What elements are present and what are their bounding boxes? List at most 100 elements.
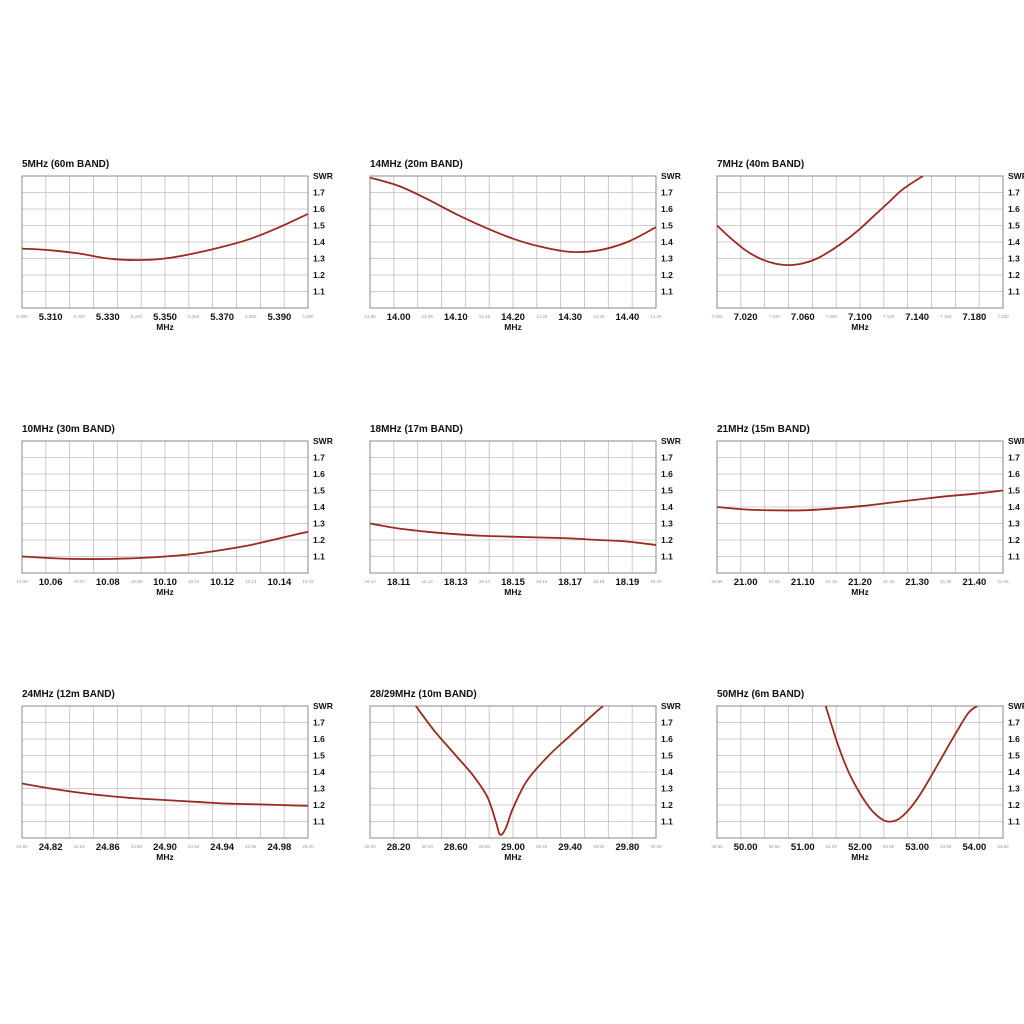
x-tick-label: 28.20	[387, 842, 411, 853]
x-minor-tick-label: 50.50	[769, 844, 781, 849]
y-tick-label: 1.3	[1008, 519, 1020, 529]
chart-panel: 10MHz (30m BAND) SWR 1.7 1.6 1.5 1.4 1.3 1.2 1.1…	[16, 424, 332, 597]
x-tick-label: 14.30	[558, 312, 582, 323]
chart-title: 50MHz (6m BAND)	[717, 689, 804, 700]
grid-lines	[22, 441, 308, 573]
plot-frame	[716, 705, 1004, 839]
x-tick-label: 18.17	[558, 577, 582, 588]
chart-panel: 14MHz (20m BAND) SWR 1.7 1.6 1.5 1.4 1.3 1.2 1.1…	[364, 159, 680, 332]
x-tick-label: 21.00	[734, 577, 758, 588]
x-minor-tick-label: 10.07	[74, 579, 86, 584]
y-tick-label: 1.2	[661, 800, 673, 810]
chart-panel: 21MHz (15m BAND) SWR 1.7 1.6 1.5 1.4 1.3 1.2 1.1…	[711, 424, 1024, 597]
y-tick-label: 1.4	[313, 237, 325, 247]
x-minor-tick-label: 5.320	[74, 314, 86, 319]
x-minor-tick-label: 24.92	[188, 844, 200, 849]
x-minor-tick-label: 10.05	[16, 579, 28, 584]
y-axis-label: SWR	[1008, 171, 1024, 181]
y-tick-label: 1.6	[661, 204, 673, 214]
x-tick-label: 54.00	[963, 842, 987, 853]
y-tick-label: 1.6	[1008, 204, 1020, 214]
x-tick-label: 24.90	[153, 842, 177, 853]
x-tick-label: 24.98	[268, 842, 292, 853]
y-axis-label: SWR	[661, 701, 681, 711]
plot-frame	[716, 175, 1004, 309]
x-minor-tick-label: 21.05	[769, 579, 781, 584]
x-minor-tick-label: 54.50	[997, 844, 1009, 849]
x-tick-label: 18.13	[444, 577, 468, 588]
x-tick-label: 29.00	[501, 842, 525, 853]
swr-curve	[22, 782, 308, 807]
y-tick-label: 1.6	[313, 469, 325, 479]
grid-lines	[370, 441, 656, 573]
x-axis-label: MHz	[851, 587, 868, 597]
y-tick-label: 1.2	[313, 535, 325, 545]
chart-panel: 24MHz (12m BAND) SWR 1.7 1.6 1.5 1.4 1.3 1.2 1.1…	[16, 689, 332, 862]
x-minor-tick-label: 53.50	[940, 844, 952, 849]
x-minor-tick-label: 7.040	[769, 314, 781, 319]
x-minor-tick-label: 20.95	[711, 579, 723, 584]
y-tick-label: 1.4	[661, 237, 673, 247]
x-tick-label: 21.40	[963, 577, 987, 588]
chart-title: 18MHz (17m BAND)	[370, 424, 463, 435]
x-axis-label: MHz	[851, 322, 868, 332]
x-minor-tick-label: 14.35	[593, 314, 605, 319]
x-minor-tick-label: 30.00	[650, 844, 662, 849]
x-axis-label: MHz	[504, 852, 521, 862]
y-tick-label: 1.5	[313, 221, 325, 231]
x-minor-tick-label: 5.380	[245, 314, 257, 319]
y-tick-label: 1.2	[661, 270, 673, 280]
x-minor-tick-label: 13.95	[364, 314, 376, 319]
y-tick-label: 1.1	[1008, 552, 1020, 562]
x-minor-tick-label: 28.40	[422, 844, 434, 849]
x-minor-tick-label: 10.13	[245, 579, 257, 584]
x-minor-tick-label: 24.88	[131, 844, 143, 849]
plot-frame	[21, 440, 309, 574]
x-minor-tick-label: 5.360	[188, 314, 200, 319]
y-tick-label: 1.6	[661, 734, 673, 744]
swr-curve	[22, 213, 308, 262]
x-minor-tick-label: 7.160	[940, 314, 952, 319]
x-tick-label: 10.06	[39, 577, 63, 588]
x-tick-label: 29.80	[616, 842, 640, 853]
plot-frame	[369, 440, 657, 574]
x-tick-label: 5.310	[39, 312, 63, 323]
y-tick-label: 1.5	[1008, 486, 1020, 496]
x-tick-label: 14.10	[444, 312, 468, 323]
y-tick-label: 1.5	[661, 221, 673, 231]
y-tick-label: 1.2	[661, 535, 673, 545]
x-minor-tick-label: 18.16	[536, 579, 548, 584]
y-tick-label: 1.2	[1008, 270, 1020, 280]
x-tick-label: 5.350	[153, 312, 177, 323]
x-tick-label: 10.14	[268, 577, 292, 588]
x-tick-label: 10.08	[96, 577, 120, 588]
y-tick-label: 1.1	[313, 287, 325, 297]
chart-title: 14MHz (20m BAND)	[370, 159, 463, 170]
y-axis-label: SWR	[313, 701, 333, 711]
x-tick-label: 50.00	[734, 842, 758, 853]
y-tick-label: 1.4	[313, 502, 325, 512]
chart-title: 7MHz (40m BAND)	[717, 159, 804, 170]
x-minor-tick-label: 52.50	[883, 844, 895, 849]
plot-frame	[369, 705, 657, 839]
x-tick-label: 5.330	[96, 312, 120, 323]
y-tick-label: 1.7	[661, 453, 673, 463]
y-tick-label: 1.3	[661, 254, 673, 264]
chart-title: 10MHz (30m BAND)	[22, 424, 115, 435]
x-minor-tick-label: 10.11	[188, 579, 199, 584]
x-minor-tick-label: 14.05	[422, 314, 434, 319]
x-tick-label: 28.60	[444, 842, 468, 853]
y-tick-label: 1.6	[661, 469, 673, 479]
x-tick-label: 24.94	[210, 842, 234, 853]
x-minor-tick-label: 18.14	[479, 579, 491, 584]
x-minor-tick-label: 21.15	[826, 579, 838, 584]
x-axis-label: MHz	[851, 852, 868, 862]
y-tick-label: 1.2	[313, 800, 325, 810]
grid-lines	[717, 441, 1003, 573]
y-tick-label: 1.4	[313, 767, 325, 777]
x-axis-label: MHz	[504, 587, 521, 597]
y-tick-label: 1.1	[313, 817, 325, 827]
x-tick-label: 14.00	[387, 312, 411, 323]
grid-lines	[370, 176, 656, 308]
y-tick-label: 1.1	[1008, 817, 1020, 827]
